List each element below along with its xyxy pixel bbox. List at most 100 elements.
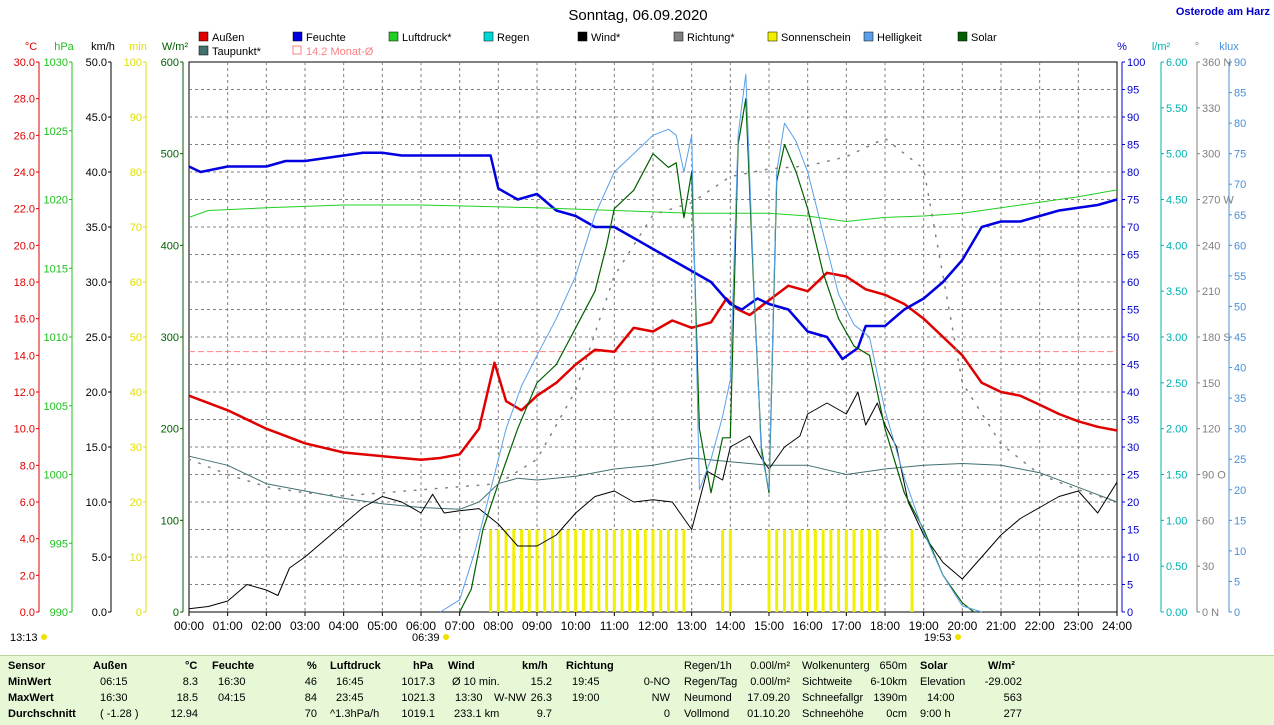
axis-label-hpa: 1010 — [44, 332, 68, 344]
sunshine-bar — [651, 529, 655, 612]
axis-label-temp: 12.0 — [14, 387, 35, 399]
left-axes: °C 30.0 28.0 26.0 24.0 22.0 20.0 18.0 16.0 14.0 12… — [14, 41, 189, 619]
axis-label-hpa: 1030 — [44, 57, 68, 69]
aussen-avg-note: ( -1.28 ) — [100, 708, 139, 720]
feuchte-min-value: 46 — [304, 676, 317, 688]
axis-label-lm2: 6.00 — [1166, 57, 1187, 69]
stats-header-luftdruck-unit: hPa — [413, 660, 434, 672]
axis-label-wm2: 100 — [161, 515, 179, 527]
axis-label-lm2: 1.00 — [1166, 515, 1187, 527]
axis-label-pct: 35 — [1127, 415, 1139, 427]
axis-label-pct: 100 — [1127, 57, 1145, 69]
x-tick-label: 07:00 — [445, 619, 475, 633]
solar-max-value: 563 — [1003, 692, 1022, 704]
legend-label-richtung: Richtung* — [687, 32, 735, 44]
x-tick-label: 23:00 — [1063, 619, 1093, 633]
axis-label-min: 50 — [130, 332, 142, 344]
luft-max-time: 23:45 — [336, 692, 364, 704]
axis-label-min: 30 — [130, 442, 142, 454]
axis-label-pct: 5 — [1127, 580, 1133, 592]
axis-label-deg: 60 — [1202, 515, 1214, 527]
axis-label-kmh: 15.0 — [86, 442, 107, 454]
x-tick-label: 09:00 — [522, 619, 552, 633]
sunshine-bar — [682, 529, 686, 612]
axis-label-wm2: 500 — [161, 149, 179, 161]
axis-label-klux: 85 — [1234, 88, 1246, 100]
axis-label-klux: 5 — [1234, 576, 1240, 588]
x-tick-label: 19:00 — [909, 619, 939, 633]
axis-label-pct: 45 — [1127, 360, 1139, 372]
axis-label-pct: 55 — [1127, 305, 1139, 317]
x-tick-label: 02:00 — [251, 619, 281, 633]
location-label: Osterode am Harz — [1175, 6, 1270, 18]
series-line-solar — [459, 98, 975, 613]
stats-header-aussen: Außen — [93, 660, 128, 672]
axis-label-temp: 0.0 — [20, 607, 35, 619]
sunshine-bar — [782, 529, 786, 612]
sunshine-bar — [520, 529, 524, 612]
series-line-taupunkt — [188, 455, 1118, 510]
legend-swatch-solar — [957, 31, 968, 42]
axis-label-klux: 50 — [1234, 301, 1246, 313]
sunshine-bar — [597, 529, 601, 612]
axis-label-pct: 20 — [1127, 497, 1139, 509]
sunrise-icon — [443, 634, 449, 640]
axis-label-klux: 20 — [1234, 485, 1246, 497]
series-line-feuchte — [188, 151, 1118, 361]
sunshine-bar — [543, 529, 547, 612]
legend-swatch-monat — [292, 45, 302, 55]
stats-header-feuchte: Feuchte — [212, 660, 255, 672]
sunshine-bar — [612, 529, 616, 612]
sunset-time: 19:53 — [924, 632, 952, 644]
x-tick-label: 10:00 — [561, 619, 591, 633]
axis-label-temp: 2.0 — [20, 570, 35, 582]
axis-label-pct: 75 — [1127, 195, 1139, 207]
axis-label-kmh: 35.0 — [86, 222, 107, 234]
axis-label-klux: 70 — [1234, 179, 1246, 191]
axis-label-kmh: 5.0 — [92, 552, 107, 564]
x-tick-label: 20:00 — [947, 619, 977, 633]
wind-max-direction: W-NW — [494, 692, 527, 704]
richtung-avg-value: 0 — [663, 708, 670, 720]
sunshine-bar — [852, 529, 856, 612]
axis-label-kmh: 10.0 — [86, 497, 107, 509]
stats-panel: Sensor Außen °C Feuchte % Luftdruck hPa … — [0, 655, 1274, 725]
chart-title: Sonntag, 06.09.2020 — [568, 7, 707, 24]
sunshine-bar — [527, 529, 531, 612]
x-tick-label: 12:00 — [638, 619, 668, 633]
sunshine-bar — [558, 529, 562, 612]
extra-fullmoon-label: Vollmond — [684, 708, 730, 720]
sunshine-bar — [659, 529, 663, 612]
axis-label-klux: 75 — [1234, 149, 1246, 161]
extra-rainday-value: 0.00l/m² — [750, 676, 790, 688]
extra-rainday-label: Regen/Tag — [684, 676, 738, 688]
snowline-value: 1390m — [873, 692, 907, 704]
luft-max-value: 1021.3 — [401, 692, 435, 704]
sunshine-bar — [806, 529, 810, 612]
sunshine-bar — [721, 529, 725, 612]
axis-label-wm2: 300 — [161, 332, 179, 344]
sunshine-bar — [798, 529, 802, 612]
sunshine-bar — [860, 529, 864, 612]
axis-label-pct: 30 — [1127, 442, 1139, 454]
bottom-left-time: 13:13 — [10, 632, 38, 644]
axis-label-deg: 330 — [1202, 103, 1220, 115]
axis-label-min: 60 — [130, 277, 142, 289]
axis-label-deg: 270 W — [1202, 195, 1234, 207]
sunset-icon — [955, 634, 961, 640]
sunshine-bar — [674, 529, 678, 612]
feuchte-max-value: 84 — [304, 692, 317, 704]
wind-distance: 233.1 km — [454, 708, 500, 720]
sunshine-bar — [535, 529, 539, 612]
axis-label-hpa: 1025 — [44, 126, 68, 138]
sunshine-bar — [775, 529, 779, 612]
axis-label-temp: 14.0 — [14, 350, 35, 362]
axis-label-klux: 25 — [1234, 454, 1246, 466]
legend-swatch-sonnenschein — [767, 31, 778, 42]
axis-label-klux: 60 — [1234, 240, 1246, 252]
axis-label-klux: 0 — [1234, 607, 1240, 619]
sunshine-bar — [496, 529, 500, 612]
axis-label-kmh: 20.0 — [86, 387, 107, 399]
x-tick-label: 17:00 — [831, 619, 861, 633]
axis-label-klux: 65 — [1234, 210, 1246, 222]
